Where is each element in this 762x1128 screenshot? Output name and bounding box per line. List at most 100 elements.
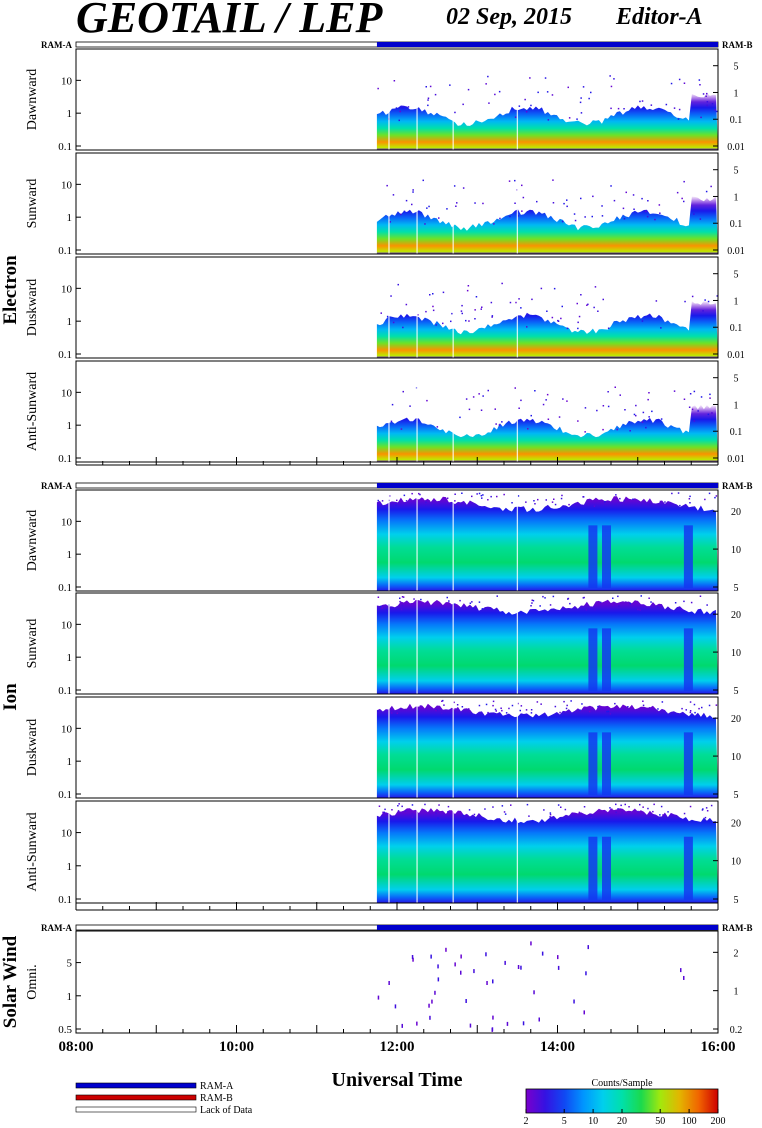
panel-0-0-speck [673,107,676,109]
panel-1-0-speck [553,498,555,500]
panel-1-3-speck [462,814,465,817]
panel-0-0-left-tick-label: 10 [61,75,73,87]
panel-0-3-speck [547,418,550,420]
panel-1-0-speck [461,492,463,494]
panel-1-3-speck [543,809,545,811]
panel-1-1-speck [413,598,415,600]
panel-1-3-speck [492,806,494,808]
panel-1-3-label: Anti-Sunward [25,812,40,891]
panel-1-1-speck [446,596,448,599]
panel-0-2-speck [702,310,704,312]
panel-0-1-speck [580,197,582,200]
panel-1-1-speck [496,595,498,597]
panel-0-3-speck [487,389,489,392]
panel-0-1-speck [456,202,458,204]
panel-1-2-speck [442,699,444,702]
panel-0-3-speck [468,408,471,411]
panel-1-2-speck [520,705,523,707]
legend-swatch [75,1106,197,1113]
panel-1-3-speck [501,805,504,807]
panel-1-1-speck [399,597,401,599]
panel-0-0-speck [551,94,554,96]
panel-1-2-speck [501,709,503,712]
panel-0-2-speck [450,320,452,323]
panel-1-0-speck [648,503,651,506]
panel-1-0-speck [482,494,484,496]
panel-0-3-speck [495,423,497,425]
panel-0-1-speck [493,223,495,225]
panel-0-0-label: Dawnward [25,69,40,130]
panel-1-1-speck [401,596,404,598]
panel-1-1-speck [582,609,585,611]
panel-2-0-speck [492,979,494,984]
panel-1-3-speck [397,805,399,807]
panel-1-0-speck [511,502,513,504]
panel-1-2-speck [456,704,459,706]
panel-1-3-speck [647,807,649,810]
panel-0-1-speck [412,189,414,191]
panel-0-1-speck [403,210,406,213]
ram-a-label: RAM-A [41,923,72,933]
panel-1-0-speck [604,501,606,503]
panel-0-1-speck [613,199,616,202]
panel-0-0-speck [393,80,396,82]
panel-0-2-speck [641,320,644,322]
panel-0-3-speck [697,410,699,412]
panel-1-1-label: Sunward [25,619,40,669]
panel-1-2-speck [540,703,542,705]
panel-1-2-speck [554,705,557,708]
panel-1-2-speck [391,712,393,714]
panel-0-3-speck [501,421,503,423]
panel-0-2-left-tick-label: 1 [67,316,73,328]
panel-0-2-speck [587,303,589,306]
panel-2-0-speck [473,969,475,974]
panel-0-2-speck [531,298,533,301]
panel-0-2-speck [474,309,476,311]
panel-1-0-speck [688,498,691,500]
panel-1-3-speck [397,810,400,812]
panel-1-0-speck [418,492,420,495]
panel-0-3-right-tick-label: 1 [734,400,739,411]
panel-1-3-speck [473,813,476,816]
panel-0-1-right-tick-label: 0.1 [730,219,743,230]
panel-1-1-speck [618,605,620,607]
panel-0-1-speck [601,205,603,207]
panel-2-0-speck [429,1015,431,1020]
panel-0-1-speck [517,215,519,217]
panel-1-1-right-tick-label: 20 [731,610,741,621]
panel-1-0-left-tick-label: 10 [61,516,73,528]
panel-0-2-speck [578,315,581,318]
panel-0-2-left-tick-label: 0.1 [58,349,72,361]
panel-1-0-speck [478,492,481,495]
panel-2-0-speck [394,1004,397,1009]
panel-0-2-speck [594,286,597,288]
panel-1-2-speck [417,710,419,712]
panel-1-0-left-tick-label: 0.1 [58,582,72,594]
panel-2-0-speck [430,954,432,959]
ram-b-label: RAM-B [722,481,753,491]
panel-1-1-right-tick-label: 5 [734,686,739,697]
panel-0-0-speck [617,107,620,110]
panel-1-3-speck [653,803,655,806]
panel-1-2-speck [454,708,456,710]
panel-1-3-speck [484,808,486,810]
panel-1-1-speck [481,608,484,610]
panel-1-0-left-tick-label: 1 [67,549,73,561]
panel-1-3-speck [411,812,414,815]
panel-1-0-speck [677,492,680,494]
panel-0-0-speck [711,103,714,105]
panel-0-0-speck [715,110,718,113]
panel-0-0-speck [580,97,582,99]
panel-0-0-speck [399,110,401,113]
panel-1-0-speck [561,494,563,497]
panel-0-0-speck [427,99,429,101]
panel-2-0-speck [460,954,462,959]
panel-1-3-speck [652,810,654,813]
panel-1-3-speck [411,804,414,806]
panel-0-2-speck [466,289,469,292]
panel-1-1-speck [582,597,585,599]
panel-1-2-left-tick-label: 10 [61,723,73,735]
panel-0-0-speck [610,85,613,88]
panel-0-1-speck [446,208,448,210]
colorbar-tick-label: 50 [655,1116,665,1127]
